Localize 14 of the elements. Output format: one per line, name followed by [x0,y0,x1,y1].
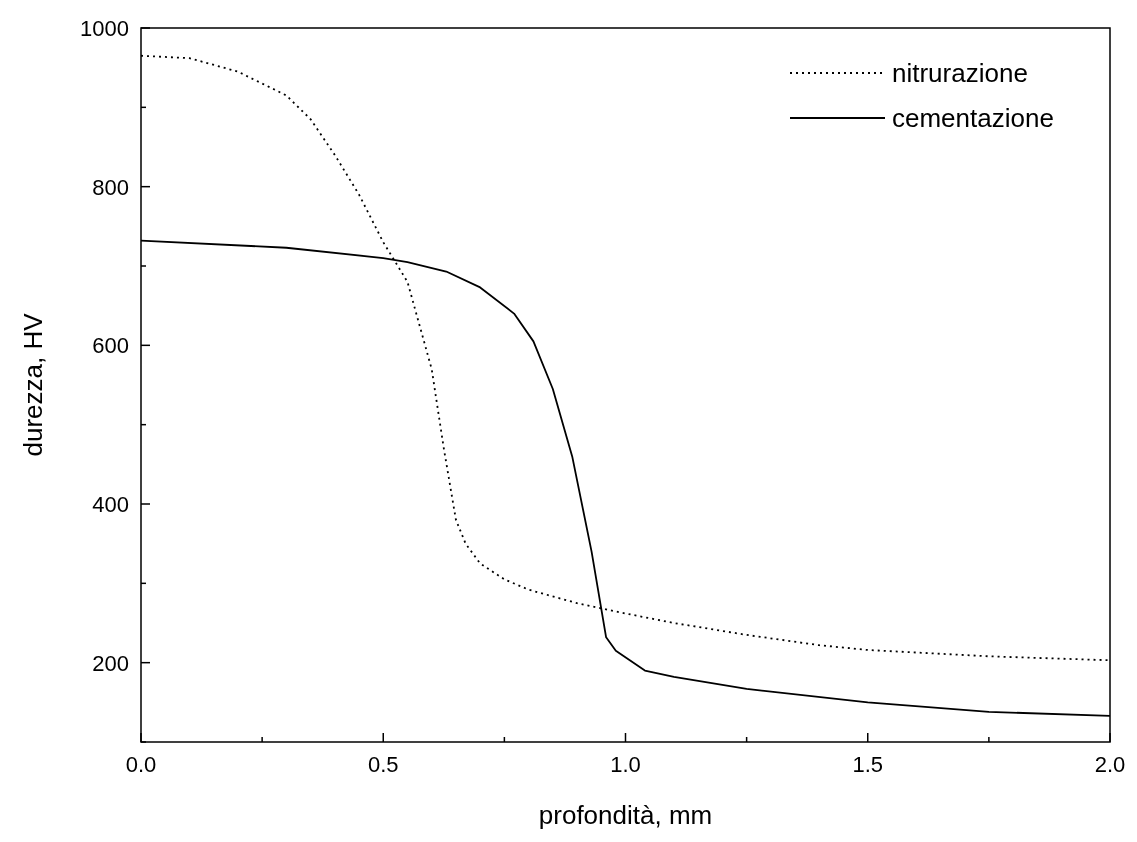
x-tick-label: 2.0 [1094,752,1126,777]
x-tick-label: 0.5 [367,752,399,777]
y-tick-label: 800 [92,174,129,200]
y-tick-label: 400 [92,492,129,517]
x-tick-label: 1.5 [852,752,884,777]
y-tick-label: 600 [92,333,129,359]
legend-label: nitrurazione [892,58,1028,88]
y-tick-label: 1000 [80,16,129,41]
x-tick-label: 0.0 [125,752,157,777]
x-axis-title: profondità, mm [538,800,713,830]
x-tick-label: 1.0 [610,752,641,777]
y-tick-label: 200 [92,650,129,676]
legend-label: cementazione [892,103,1054,133]
y-axis-title: durezza, HV [18,312,48,457]
